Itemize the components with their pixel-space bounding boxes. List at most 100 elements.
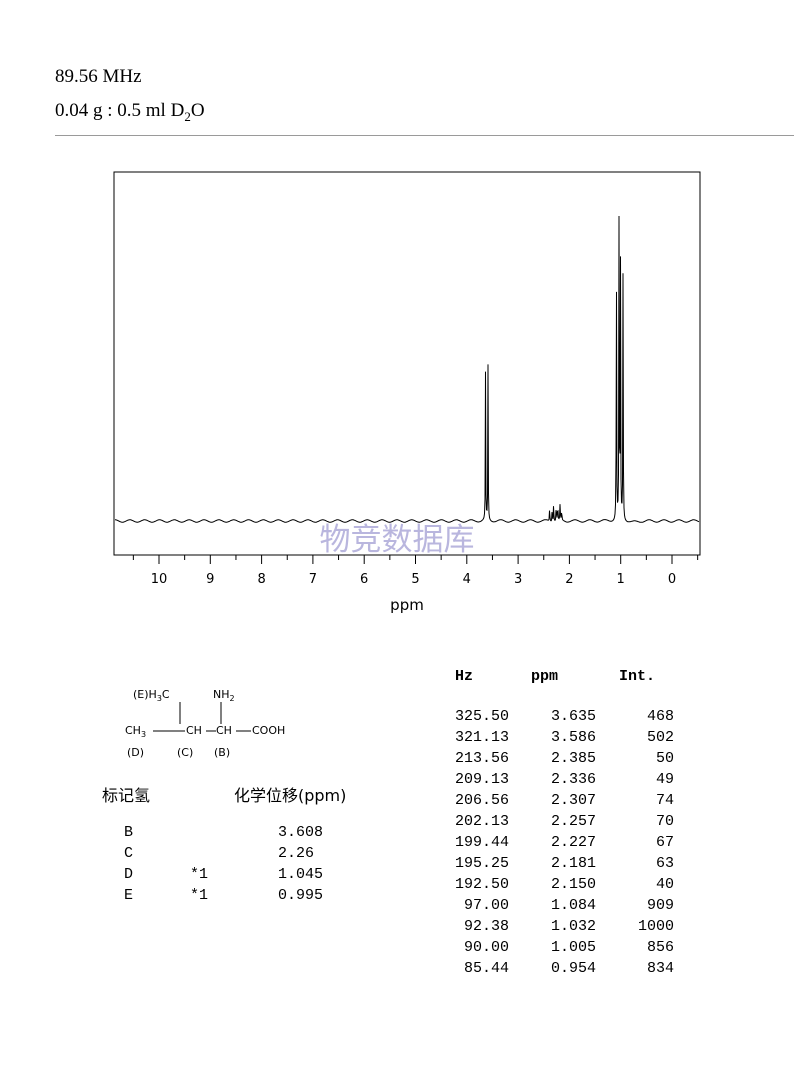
peak-ppm: 3.586 — [550, 729, 596, 746]
peak-ppm: 1.005 — [550, 939, 596, 956]
peak-ppm: 3.635 — [550, 708, 596, 725]
peak-hz: 206.56 — [454, 792, 509, 809]
sample-prefix: 0.04 g : 0.5 ml D — [55, 100, 185, 121]
peak-int: 70 — [655, 813, 674, 830]
x-tick-label: 2 — [565, 572, 573, 587]
peak-header-int: Int. — [619, 668, 656, 685]
peak-hz: 202.13 — [454, 813, 509, 830]
peak-int: 50 — [655, 750, 674, 767]
peak-ppm: 0.954 — [550, 960, 596, 977]
structure-ch3: CH3 — [125, 724, 147, 740]
peak-int: 49 — [655, 771, 674, 788]
peak-ppm: 2.150 — [550, 876, 596, 893]
structure-e-group: (E)H3C — [133, 688, 170, 704]
peak-int: 40 — [655, 876, 674, 893]
peak-ppm: 2.181 — [550, 855, 596, 872]
assignment-row: B 3.608 — [124, 824, 364, 845]
x-tick-label: 5 — [411, 572, 419, 587]
x-tick-label: 10 — [151, 572, 168, 587]
peak-hz: 325.50 — [454, 708, 509, 725]
peak-hz: 321.13 — [454, 729, 509, 746]
assignment-label: D — [124, 866, 134, 883]
x-axis: 10 9 8 7 6 5 4 3 2 1 0 — [132, 555, 699, 587]
peak-ppm: 2.307 — [550, 792, 596, 809]
assignment-shift: 0.995 — [278, 887, 324, 904]
peak-hz: 85.44 — [463, 960, 509, 977]
structure-ch-b: CH — [216, 724, 232, 737]
assignment-header-shift: 化学位移(ppm) — [234, 786, 347, 805]
peak-row: 202.13 2.257 70 — [430, 813, 680, 834]
peak-hz: 199.44 — [454, 834, 509, 851]
structure-cooh: COOH — [252, 724, 286, 737]
peak-int: 63 — [655, 855, 674, 872]
peak-ppm: 2.257 — [550, 813, 596, 830]
x-tick-label: 4 — [463, 572, 471, 587]
peak-int: 909 — [646, 897, 674, 914]
plot-frame — [113, 171, 701, 556]
header-divider — [55, 135, 794, 136]
peak-table: 325.50 3.635 468 321.13 3.586 502 213.56 2.385 5… — [430, 708, 680, 981]
assignment-header-label: 标记氢 — [102, 786, 151, 805]
peak-ppm: 2.385 — [550, 750, 596, 767]
peak-int: 856 — [646, 939, 674, 956]
x-axis-label: ppm — [390, 596, 424, 614]
peak-header-ppm: ppm — [531, 668, 559, 685]
peak-row: 90.00 1.005 856 — [430, 939, 680, 960]
structure-label-b: (B) — [214, 746, 231, 759]
x-tick-label: 3 — [514, 572, 522, 587]
peak-row: 209.13 2.336 49 — [430, 771, 680, 792]
nmr-spectrum-chart: 10 9 8 7 6 5 4 3 2 1 0 物竞数据库 ppm — [113, 171, 701, 614]
peak-header-hz: Hz — [455, 668, 474, 685]
peak-row: 85.44 0.954 834 — [430, 960, 680, 981]
assignment-label: C — [124, 845, 134, 862]
peak-int: 468 — [646, 708, 674, 725]
peak-ppm: 2.336 — [550, 771, 596, 788]
x-tick-label: 9 — [206, 572, 214, 587]
peak-ppm: 1.032 — [550, 918, 596, 935]
assignment-label: B — [124, 824, 134, 841]
sample-concentration: 0.04 g : 0.5 ml D2O — [55, 100, 205, 125]
peak-row: 321.13 3.586 502 — [430, 729, 680, 750]
x-tick-label: 6 — [360, 572, 368, 587]
chemical-structure: (E)H3C NH2 CH3 CH CH COOH (D) (C) (B) — [120, 686, 320, 766]
x-tick-label: 1 — [617, 572, 625, 587]
peak-hz: 90.00 — [463, 939, 509, 956]
peak-hz: 213.56 — [454, 750, 509, 767]
assignment-row: C 2.26 — [124, 845, 364, 866]
peak-hz: 92.38 — [463, 918, 509, 935]
peak-hz: 192.50 — [454, 876, 509, 893]
peak-row: 206.56 2.307 74 — [430, 792, 680, 813]
peak-hz: 195.25 — [454, 855, 509, 872]
x-tick-label: 8 — [257, 572, 265, 587]
structure-label-c: (C) — [177, 746, 194, 759]
peak-row: 97.00 1.084 909 — [430, 897, 680, 918]
peak-int: 67 — [655, 834, 674, 851]
assignment-shift: 2.26 — [278, 845, 315, 862]
assignment-shift: 1.045 — [278, 866, 324, 883]
peak-int: 1000 — [637, 918, 674, 935]
peak-row: 325.50 3.635 468 — [430, 708, 680, 729]
peak-row: 195.25 2.181 63 — [430, 855, 680, 876]
spectrum-trace — [115, 215, 700, 523]
assignment-shift: 3.608 — [278, 824, 324, 841]
assignment-note: *1 — [190, 866, 209, 883]
assignment-note: *1 — [190, 887, 209, 904]
peak-ppm: 1.084 — [550, 897, 596, 914]
x-tick-label: 7 — [309, 572, 317, 587]
peak-int: 502 — [646, 729, 674, 746]
peak-row: 92.38 1.032 1000 — [430, 918, 680, 939]
peak-hz: 209.13 — [454, 771, 509, 788]
peak-hz: 97.00 — [463, 897, 509, 914]
x-tick-label: 0 — [668, 572, 676, 587]
assignment-row: E *1 0.995 — [124, 887, 364, 908]
peak-int: 74 — [655, 792, 674, 809]
peak-row: 192.50 2.150 40 — [430, 876, 680, 897]
peak-row: 199.44 2.227 67 — [430, 834, 680, 855]
assignment-row: D *1 1.045 — [124, 866, 364, 887]
structure-nh2: NH2 — [213, 688, 235, 704]
assignment-table: B 3.608 C 2.26 D *1 1.045 E *1 0.995 — [124, 824, 364, 908]
structure-ch-c: CH — [186, 724, 202, 737]
sample-suffix: O — [190, 100, 205, 121]
structure-bonds — [153, 702, 251, 732]
sample-subscript: 2 — [184, 108, 191, 124]
